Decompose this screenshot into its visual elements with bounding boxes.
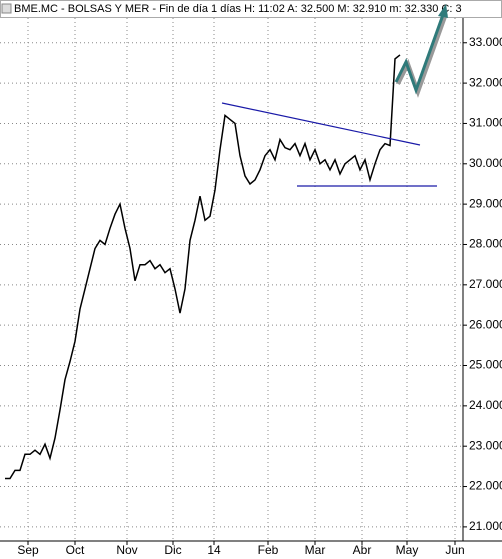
- x-tick-label: Sep: [17, 543, 39, 557]
- y-tick-label: 23.000: [469, 438, 502, 452]
- y-tick-label: 27.000: [469, 277, 502, 291]
- y-tick-label: 25.000: [469, 358, 502, 372]
- y-tick-label: 26.000: [469, 317, 502, 331]
- x-tick-label: Feb: [258, 543, 279, 557]
- x-tick-label: Nov: [116, 543, 137, 557]
- y-tick-label: 22.000: [469, 479, 502, 493]
- y-tick-label: 33.000: [469, 35, 502, 49]
- y-tick-label: 30.000: [469, 156, 502, 170]
- arrow-head: [438, 4, 448, 18]
- y-tick-label: 21.000: [469, 519, 502, 533]
- price-line: [5, 54, 401, 480]
- y-tick-label: 32.000: [469, 75, 502, 89]
- y-tick-label: 28.000: [469, 237, 502, 251]
- forecast-arrow: [394, 11, 446, 95]
- trend-line: [221, 102, 421, 146]
- plot: [0, 18, 463, 541]
- y-tick-label: 31.000: [469, 116, 502, 130]
- x-tick-label: Abr: [353, 543, 372, 557]
- x-tick-label: Dic: [164, 543, 181, 557]
- chart-title: BME.MC - BOLSAS Y MER - Fin de día 1 día…: [14, 3, 462, 15]
- x-tick-label: Mar: [305, 543, 326, 557]
- x-tick-label: Jun: [445, 543, 464, 557]
- y-tick-label: 24.000: [469, 398, 502, 412]
- title-icon: [1, 3, 12, 14]
- y-tick-label: 29.000: [469, 196, 502, 210]
- x-tick-label: Oct: [66, 543, 85, 557]
- x-tick-label: May: [396, 543, 419, 557]
- x-tick-label: 14: [207, 543, 221, 557]
